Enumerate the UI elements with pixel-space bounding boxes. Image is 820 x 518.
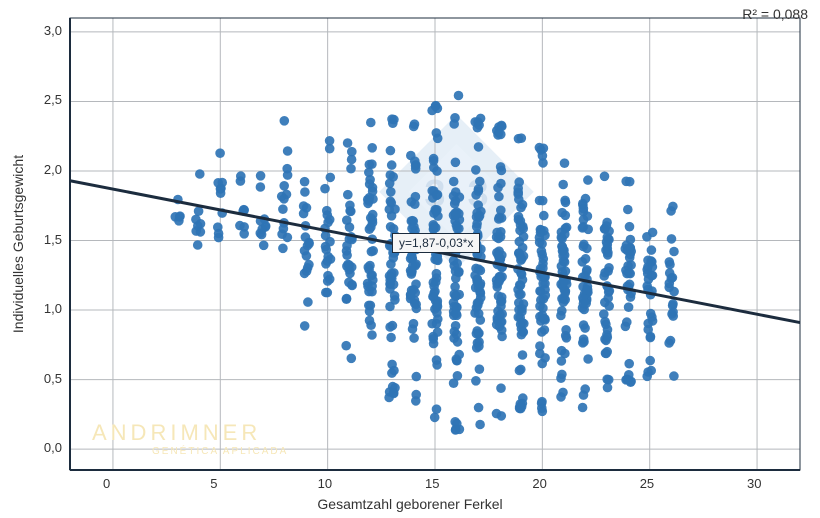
y-tick-label: 2,0 <box>44 162 62 177</box>
x-tick-label: 5 <box>210 476 217 491</box>
y-axis-label: Individuelles Geburtsgewicht <box>10 155 26 333</box>
x-tick-label: 10 <box>318 476 332 491</box>
x-tick-label: 20 <box>532 476 546 491</box>
y-tick-label: 0,0 <box>44 440 62 455</box>
r-squared-label: R² = 0,088 <box>742 6 808 22</box>
regression-equation: y=1,87-0,03*x <box>392 233 480 253</box>
y-tick-label: 2,5 <box>44 92 62 107</box>
y-tick-label: 0,5 <box>44 371 62 386</box>
y-tick-label: 1,0 <box>44 301 62 316</box>
x-tick-label: 0 <box>103 476 110 491</box>
y-tick-label: 1,5 <box>44 232 62 247</box>
x-tick-label: 15 <box>425 476 439 491</box>
x-axis-label: Gesamtzahl geborener Ferkel <box>0 496 820 512</box>
x-tick-label: 25 <box>640 476 654 491</box>
scatter-chart: 33 Individuelles Geburtsgewicht Gesamtza… <box>0 0 820 518</box>
x-tick-label: 30 <box>747 476 761 491</box>
chart-canvas: 33 <box>0 0 820 518</box>
y-tick-label: 3,0 <box>44 23 62 38</box>
